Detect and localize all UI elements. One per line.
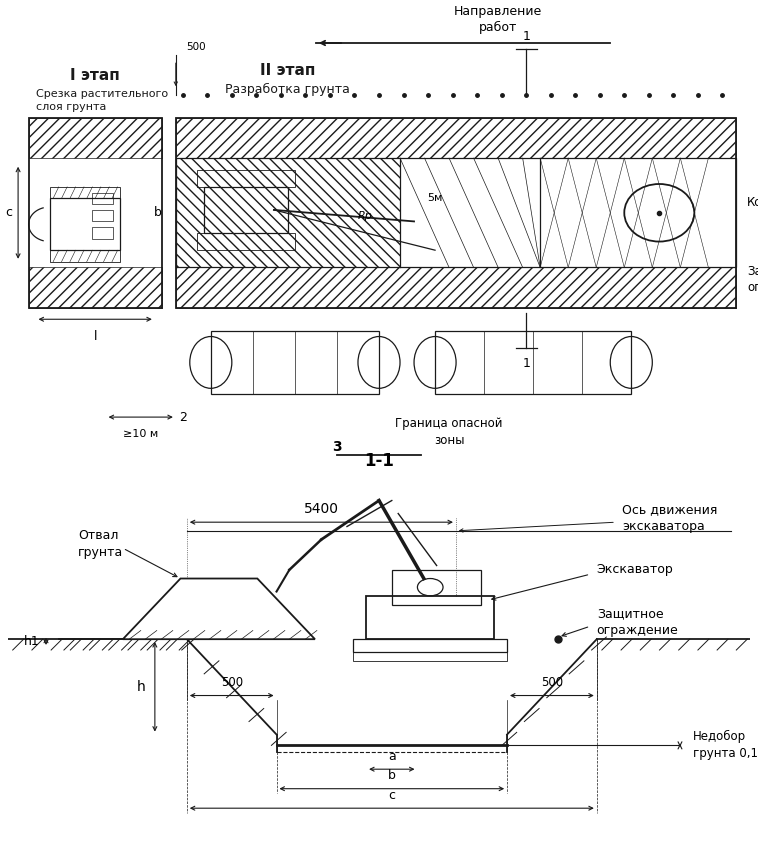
Bar xyxy=(29,268,161,307)
Text: 1: 1 xyxy=(522,357,530,369)
Text: Колодец: Колодец xyxy=(747,195,758,208)
Bar xyxy=(49,187,120,198)
Text: 5400: 5400 xyxy=(304,501,339,516)
Text: a: a xyxy=(388,750,396,762)
Text: Ось движения
экскаватора: Ось движения экскаватора xyxy=(622,503,718,533)
Text: 2: 2 xyxy=(179,412,186,424)
Text: Защитное
ограждение: Защитное ограждение xyxy=(597,606,678,637)
Text: Разработка грунта: Разработка грунта xyxy=(225,83,350,97)
Text: ≥10 м: ≥10 м xyxy=(123,429,158,439)
Bar xyxy=(29,118,161,307)
Text: b: b xyxy=(154,207,161,219)
Bar xyxy=(353,639,507,652)
Text: b: b xyxy=(388,769,396,782)
Bar xyxy=(366,595,494,639)
Bar xyxy=(353,652,507,661)
Text: 5м: 5м xyxy=(428,193,443,203)
Bar xyxy=(204,187,288,233)
Bar xyxy=(211,331,379,394)
Text: Направление
работ: Направление работ xyxy=(454,5,542,35)
Bar xyxy=(92,192,113,204)
Bar xyxy=(176,268,737,307)
Text: Отвал
грунта: Отвал грунта xyxy=(78,529,124,559)
Text: Rp: Rp xyxy=(358,211,372,221)
Text: h: h xyxy=(136,680,146,694)
Text: Срезка растительного
слоя грунта: Срезка растительного слоя грунта xyxy=(36,89,168,113)
Text: 500: 500 xyxy=(221,676,243,689)
Text: Граница опасной
зоны: Граница опасной зоны xyxy=(396,417,503,447)
Bar xyxy=(176,158,737,268)
Text: 500: 500 xyxy=(186,42,206,52)
Text: 500: 500 xyxy=(541,676,563,689)
Text: I этап: I этап xyxy=(70,69,120,83)
Polygon shape xyxy=(123,579,315,639)
Text: Экскаватор: Экскаватор xyxy=(597,563,673,576)
Text: 3: 3 xyxy=(332,440,342,454)
Bar xyxy=(176,118,737,307)
Text: c: c xyxy=(388,789,396,802)
Bar xyxy=(92,227,113,239)
Text: Недобор
грунта 0,1м: Недобор грунта 0,1м xyxy=(693,730,758,761)
Text: h1: h1 xyxy=(23,635,39,648)
Bar xyxy=(176,158,400,268)
Bar xyxy=(29,118,161,158)
Text: 1-1: 1-1 xyxy=(364,451,394,469)
Bar xyxy=(49,198,120,250)
Text: Защитное
ограждение: Защитное ограждение xyxy=(747,264,758,294)
Text: c: c xyxy=(5,207,12,219)
Bar xyxy=(197,169,295,187)
Bar xyxy=(92,210,113,221)
Bar xyxy=(435,331,631,394)
Text: l: l xyxy=(93,329,97,343)
Text: II этап: II этап xyxy=(260,63,315,78)
Text: 1: 1 xyxy=(522,30,530,43)
Bar xyxy=(392,570,481,605)
Bar xyxy=(197,233,295,250)
Bar xyxy=(176,118,737,158)
Bar xyxy=(49,250,120,262)
